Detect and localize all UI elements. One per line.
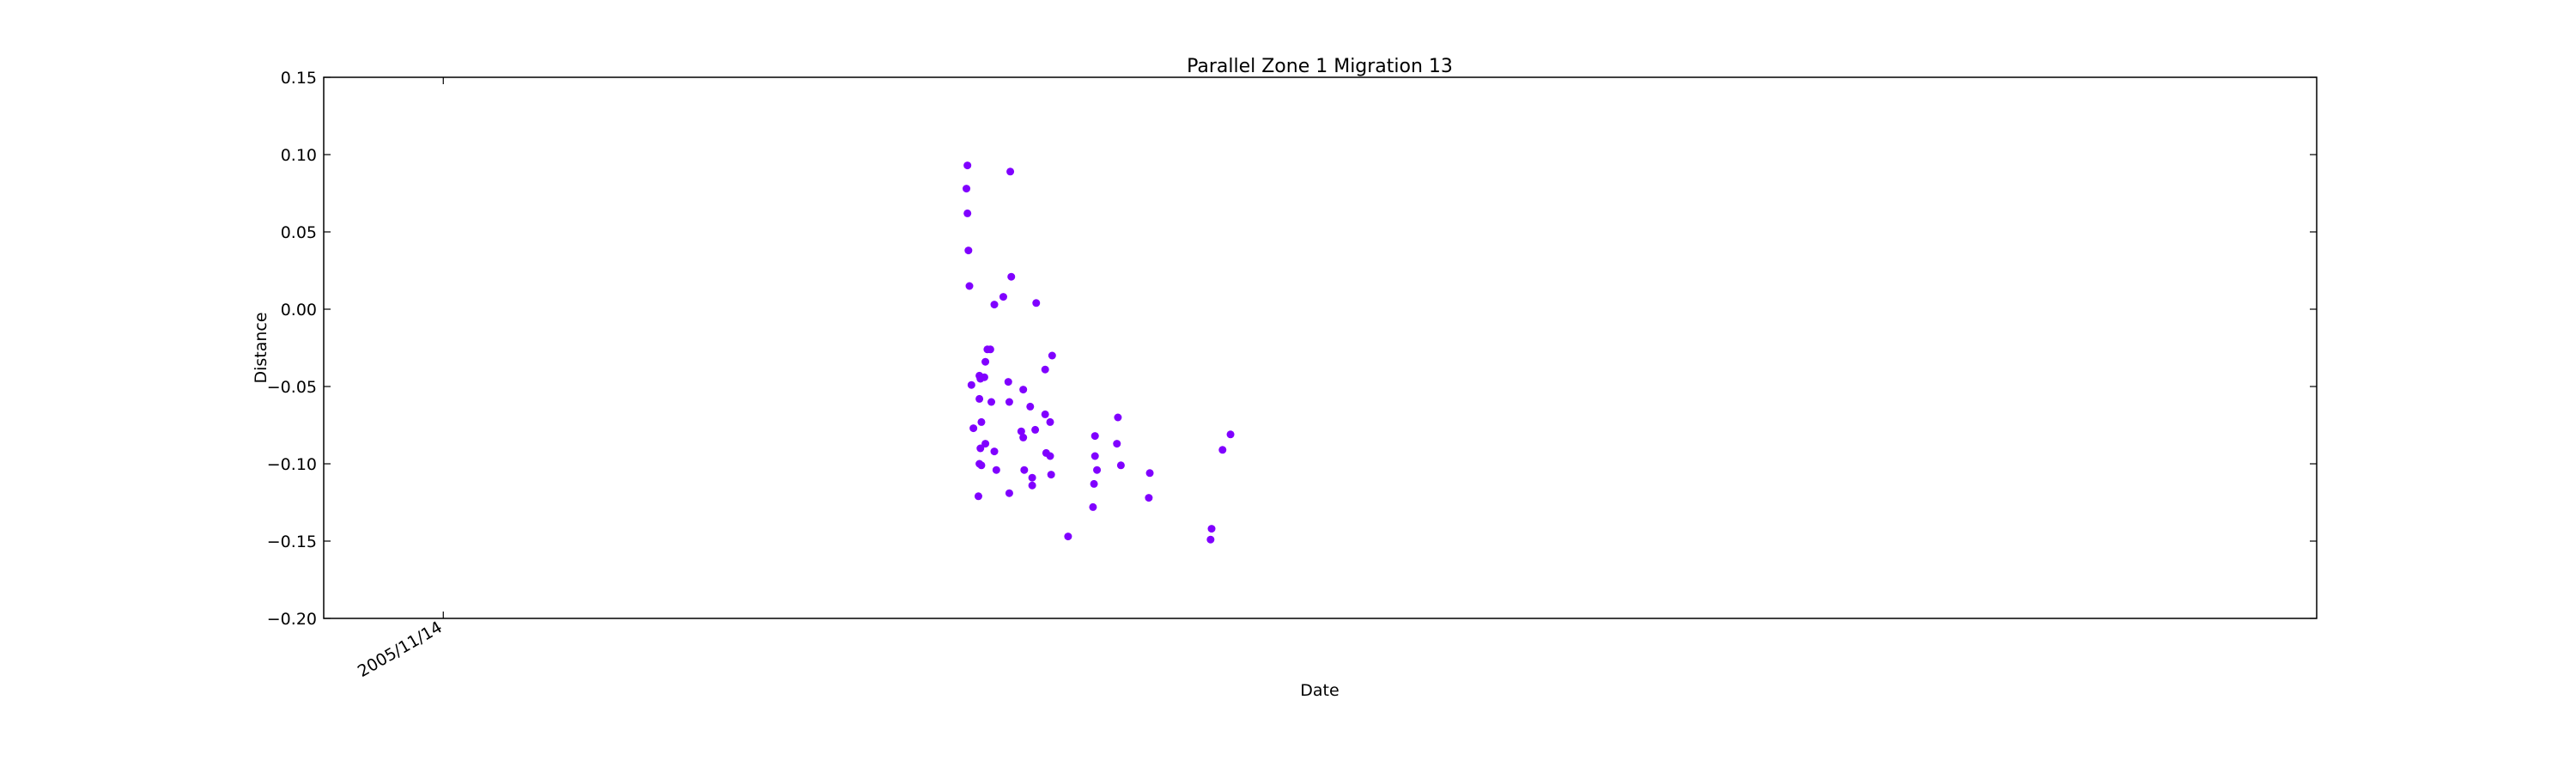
data-point [977, 461, 986, 470]
data-point [1093, 466, 1102, 474]
data-point [1032, 299, 1041, 307]
data-point [977, 417, 986, 426]
data-point [1091, 432, 1099, 441]
data-point [990, 447, 999, 456]
y-axis-label: Distance [252, 312, 270, 383]
data-point [1017, 427, 1025, 435]
data-point [1006, 167, 1015, 176]
y-axis: 0.15 0.10 0.05 0.00 −0.05 −0.10 −0.15 −0.20 [267, 69, 2317, 629]
data-point [1116, 461, 1125, 470]
data-point [1047, 471, 1055, 479]
data-point [1206, 535, 1215, 544]
data-point [1218, 446, 1227, 454]
data-point [969, 424, 978, 433]
chart-title: Parallel Zone 1 Migration 13 [1187, 56, 1453, 77]
data-point [987, 398, 996, 406]
y-tick-label: 0.15 [281, 69, 317, 88]
data-point [1048, 351, 1056, 360]
data-point [1007, 272, 1016, 281]
data-point [963, 161, 972, 170]
data-point [1064, 533, 1072, 541]
y-tick-label: −0.20 [267, 610, 317, 629]
data-point [963, 185, 971, 193]
data-point [965, 282, 974, 290]
data-point [1046, 417, 1054, 426]
y-tick-label: −0.05 [267, 378, 317, 397]
data-point [1004, 378, 1012, 386]
data-point [986, 345, 994, 354]
data-point [1028, 473, 1036, 482]
data-point [1145, 494, 1153, 502]
data-point [1019, 433, 1028, 441]
x-axis-label: Date [1300, 681, 1339, 700]
data-point [967, 380, 975, 389]
x-tick-label: 2005/11/14 [355, 618, 446, 681]
data-point [1026, 402, 1035, 411]
data-point [1005, 489, 1013, 497]
data-points [963, 161, 1235, 544]
plot-area [323, 76, 2318, 619]
y-tick-label: 0.05 [281, 223, 317, 242]
data-point [1089, 502, 1097, 511]
data-point [1028, 481, 1036, 490]
data-point [1020, 466, 1029, 474]
data-point [1046, 452, 1054, 460]
y-tick-label: −0.10 [267, 455, 317, 474]
y-tick-label: 0.10 [281, 146, 317, 165]
data-point [980, 373, 988, 381]
data-point [1226, 430, 1235, 439]
data-point [1114, 413, 1122, 422]
data-point [981, 440, 990, 448]
data-point [974, 492, 982, 501]
data-point [999, 293, 1007, 301]
data-point [1145, 469, 1154, 478]
data-point [1041, 365, 1049, 374]
data-point [1090, 479, 1098, 488]
y-tick-label: −0.15 [267, 533, 317, 551]
data-point [976, 444, 985, 453]
data-point [1091, 452, 1099, 460]
data-point [963, 209, 972, 217]
data-point [1005, 398, 1013, 406]
data-point [1031, 425, 1040, 434]
y-tick-label: 0.00 [281, 301, 317, 320]
data-point [992, 466, 1000, 474]
data-point [964, 247, 973, 255]
data-point [1207, 525, 1216, 533]
data-point [1113, 440, 1121, 448]
data-point [981, 357, 990, 366]
data-point [1041, 410, 1049, 418]
data-point [975, 394, 984, 403]
data-point [1019, 386, 1028, 394]
data-point [990, 301, 999, 309]
